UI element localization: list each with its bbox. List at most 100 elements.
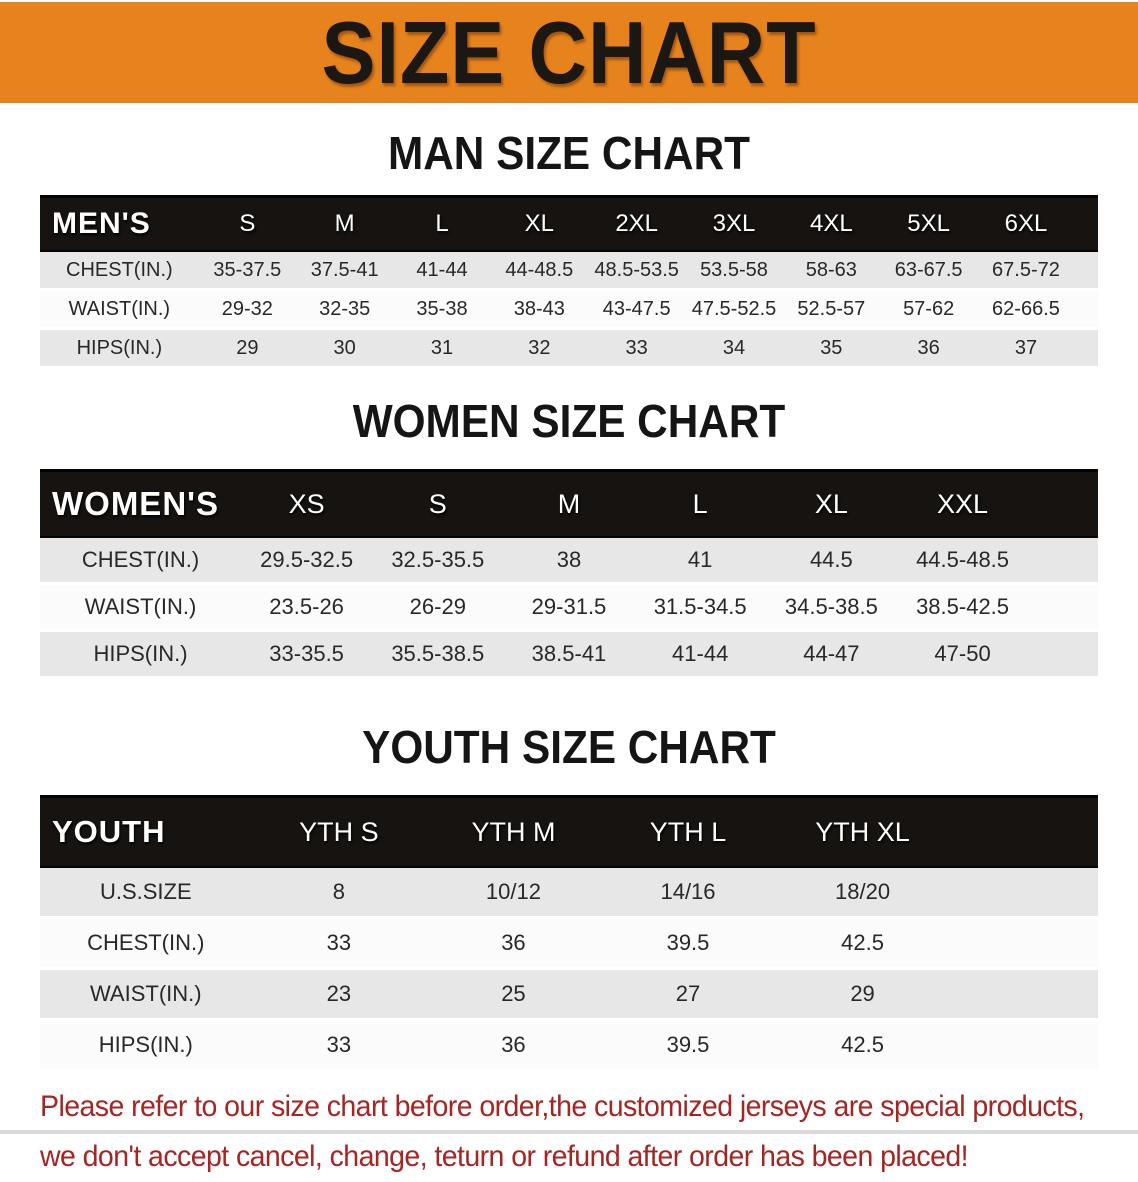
value-cell: 35: [782, 328, 880, 369]
disclaimer-line-1: Please refer to our size chart before or…: [40, 1090, 1085, 1123]
size-column-header: YTH M: [426, 795, 601, 868]
row-spacer-cell: [949, 1019, 1098, 1072]
value-cell: 18/20: [775, 867, 950, 919]
value-cell: 33-35.5: [241, 630, 373, 679]
value-cell: 62-66.5: [977, 289, 1075, 330]
value-cell: 63-67.5: [879, 251, 978, 291]
value-cell: 47.5-52.5: [685, 289, 783, 330]
size-chart-sections: MAN SIZE CHART MEN'S S M L XL 2XL 3XL 4XL 5XL 6XL C…: [0, 129, 1138, 1072]
value-cell: 14/16: [600, 867, 776, 919]
value-cell: 26-29: [372, 583, 504, 632]
value-cell: 23.5-26: [241, 583, 373, 632]
value-cell: 23: [251, 968, 427, 1021]
value-cell: 34.5-38.5: [765, 583, 897, 632]
size-column-header: XL: [490, 195, 588, 252]
value-cell: 38: [503, 537, 635, 585]
size-column-header: XXL: [896, 469, 1029, 538]
value-cell: 36: [426, 1019, 601, 1072]
value-cell: 37.5-41: [296, 251, 394, 291]
table-header-row: YOUTH YTH S YTH M YTH L YTH XL: [40, 795, 1098, 868]
value-cell: 31: [393, 328, 491, 369]
table-header-label: YOUTH: [40, 795, 252, 868]
value-cell: 53.5-58: [685, 251, 783, 291]
value-cell: 44.5-48.5: [896, 537, 1029, 585]
value-cell: 32: [490, 328, 588, 369]
size-section-women: WOMEN SIZE CHART WOMEN'S XS S M L XL XXL CHEST(I…: [0, 397, 1138, 679]
value-cell: 39.5: [600, 1019, 776, 1072]
size-column-header: M: [296, 195, 394, 252]
disclaimer-line-2: we don't accept cancel, change, teturn o…: [40, 1140, 969, 1173]
bottom-edge-strip: [0, 1130, 1138, 1134]
size-column-header: 2XL: [588, 195, 686, 252]
table-row: WAIST(IN.) 29-32 32-35 35-38 38-43 43-47.5 47.…: [40, 289, 1098, 330]
row-spacer-cell: [1074, 328, 1098, 369]
row-label: HIPS(IN.): [40, 328, 199, 369]
value-cell: 48.5-53.5: [588, 251, 686, 291]
size-column-header: 6XL: [977, 195, 1075, 252]
value-cell: 44-48.5: [490, 251, 588, 291]
size-column-header: L: [634, 469, 766, 538]
row-label: CHEST(IN.): [40, 917, 252, 970]
value-cell: 33: [251, 1019, 427, 1072]
size-table-women: WOMEN'S XS S M L XL XXL CHEST(IN.) 29.5-32.5 32.5…: [40, 469, 1098, 679]
table-header-label: WOMEN'S: [40, 469, 242, 538]
table-row: HIPS(IN.) 33-35.5 35.5-38.5 38.5-41 41-44 44-…: [40, 630, 1098, 679]
row-label: WAIST(IN.): [40, 968, 252, 1021]
size-column-header: XL: [765, 469, 897, 538]
value-cell: 33: [251, 917, 427, 970]
table-header-row: MEN'S S M L XL 2XL 3XL 4XL 5XL 6XL: [40, 195, 1098, 252]
value-cell: 34: [685, 328, 783, 369]
header-spacer-cell: [949, 795, 1098, 868]
value-cell: 35-37.5: [198, 251, 297, 291]
banner: SIZE CHART: [0, 2, 1138, 103]
table-header-label: MEN'S: [40, 195, 199, 252]
table-row: CHEST(IN.) 33 36 39.5 42.5: [40, 917, 1098, 970]
value-cell: 29-32: [198, 289, 297, 330]
row-label: HIPS(IN.): [40, 1019, 252, 1072]
value-cell: 42.5: [775, 1019, 950, 1072]
value-cell: 36: [426, 917, 601, 970]
row-label: WAIST(IN.): [40, 583, 242, 632]
table-row: CHEST(IN.) 29.5-32.5 32.5-35.5 38 41 44.5 44.5…: [40, 537, 1098, 585]
size-column-header: 5XL: [879, 195, 978, 252]
value-cell: 32-35: [296, 289, 394, 330]
row-label: CHEST(IN.): [40, 251, 199, 291]
value-cell: 57-62: [879, 289, 978, 330]
size-section-youth: YOUTH SIZE CHART YOUTH YTH S YTH M YTH L YTH …: [0, 723, 1138, 1072]
value-cell: 58-63: [782, 251, 880, 291]
size-column-header: M: [503, 469, 635, 538]
size-column-header: YTH L: [600, 795, 776, 868]
value-cell: 10/12: [426, 867, 601, 919]
row-spacer-cell: [1028, 583, 1098, 632]
size-column-header: 4XL: [782, 195, 880, 252]
value-cell: 38.5-41: [503, 630, 635, 679]
row-label: CHEST(IN.): [40, 537, 242, 585]
row-label: U.S.SIZE: [40, 867, 252, 919]
value-cell: 44.5: [765, 537, 897, 585]
value-cell: 42.5: [775, 917, 950, 970]
value-cell: 27: [600, 968, 776, 1021]
value-cell: 43-47.5: [588, 289, 686, 330]
header-spacer-cell: [1074, 195, 1098, 252]
row-spacer-cell: [1074, 289, 1098, 330]
value-cell: 31.5-34.5: [634, 583, 766, 632]
value-cell: 41-44: [634, 630, 766, 679]
size-table-youth: YOUTH YTH S YTH M YTH L YTH XL U.S.SIZE 8 10/12…: [40, 795, 1098, 1072]
table-header-row: WOMEN'S XS S M L XL XXL: [40, 469, 1098, 538]
value-cell: 47-50: [896, 630, 1029, 679]
value-cell: 38.5-42.5: [896, 583, 1029, 632]
header-spacer-cell: [1028, 469, 1098, 538]
size-column-header: XS: [241, 469, 373, 538]
value-cell: 35-38: [393, 289, 491, 330]
size-column-header: L: [393, 195, 491, 252]
row-spacer-cell: [949, 867, 1098, 919]
value-cell: 41: [634, 537, 766, 585]
value-cell: 29-31.5: [503, 583, 635, 632]
row-spacer-cell: [949, 968, 1098, 1021]
section-heading-women: WOMEN SIZE CHART: [352, 395, 786, 447]
value-cell: 33: [588, 328, 686, 369]
value-cell: 39.5: [600, 917, 776, 970]
size-column-header: S: [198, 195, 297, 252]
section-heading-youth: YOUTH SIZE CHART: [362, 721, 776, 773]
value-cell: 25: [426, 968, 601, 1021]
